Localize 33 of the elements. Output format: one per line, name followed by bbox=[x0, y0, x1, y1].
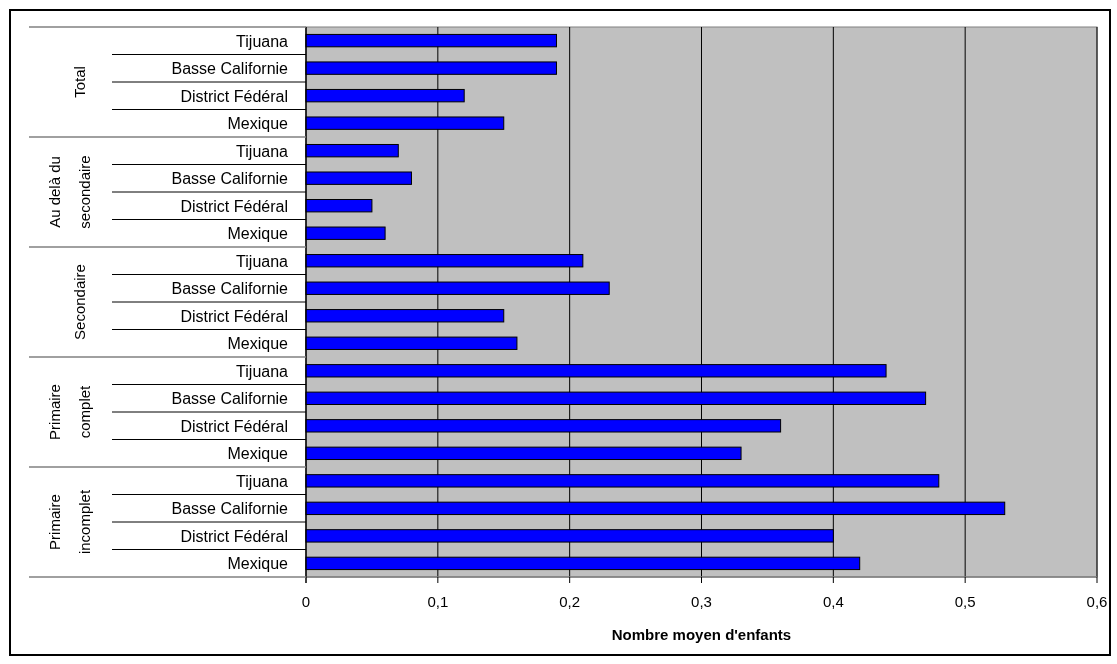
y-tick-label: District Fédéral bbox=[180, 417, 288, 435]
x-axis-title: Nombre moyen d'enfants bbox=[611, 626, 792, 643]
text: Au delà du secondaire bbox=[46, 155, 93, 229]
y-tick-label: Basse Californie bbox=[171, 390, 289, 408]
y-tick-label: Basse Californie bbox=[171, 170, 289, 188]
x-tick-label: 0,1 bbox=[427, 593, 449, 610]
y-tick-label: District Fédéral bbox=[180, 87, 288, 105]
y-tick-label: Mexique bbox=[227, 115, 289, 133]
y-tick-label: District Fédéral bbox=[180, 307, 288, 325]
y-tick-label: Tijuana bbox=[236, 142, 289, 160]
y-tick-label: Mexique bbox=[227, 335, 289, 353]
y-tick-label: District Fédéral bbox=[180, 197, 288, 215]
y-tick-label: Mexique bbox=[227, 555, 289, 573]
text: Total bbox=[71, 66, 88, 98]
y-tick-label: Mexique bbox=[227, 445, 289, 463]
x-tick-label: 0 bbox=[301, 593, 311, 610]
y-tick-label: Tijuana bbox=[236, 252, 289, 270]
y-tick-label: Tijuana bbox=[236, 472, 289, 490]
y-tick-label: Mexique bbox=[227, 225, 289, 243]
y-tick-label: Basse Californie bbox=[171, 60, 289, 78]
y-tick-label: District Fédéral bbox=[180, 527, 288, 545]
y-tick-label: Tijuana bbox=[236, 362, 289, 380]
text: Primaire complet bbox=[46, 384, 93, 440]
text: Secondaire bbox=[71, 264, 88, 340]
y-tick-label: Basse Californie bbox=[171, 280, 289, 298]
y-tick-label: Tijuana bbox=[236, 32, 289, 50]
x-tick-label: 0,2 bbox=[559, 593, 581, 610]
x-tick-label: 0,3 bbox=[691, 593, 712, 610]
text: Primaire incomplet bbox=[46, 489, 93, 555]
x-tick-label: 0,4 bbox=[822, 593, 844, 610]
x-tick-label: 0,5 bbox=[954, 593, 976, 610]
x-tick-label: 0,6 bbox=[1086, 593, 1108, 610]
y-tick-label: Basse Californie bbox=[171, 500, 289, 518]
